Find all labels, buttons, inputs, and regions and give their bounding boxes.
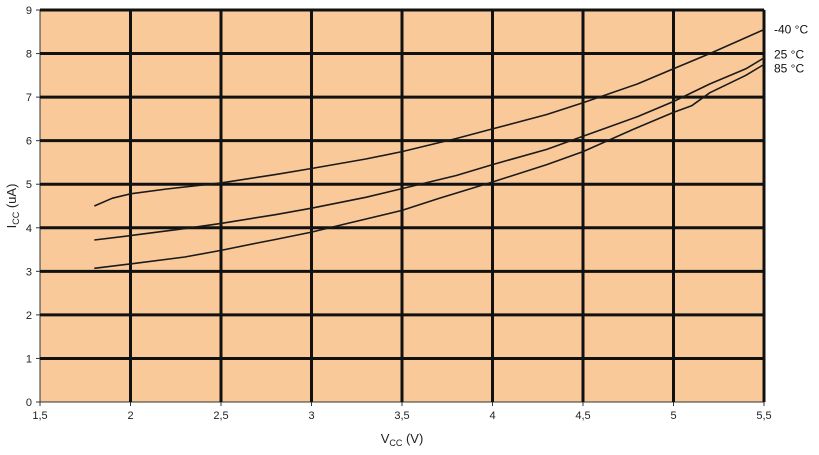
series-lines (93, 28, 765, 270)
x-tick-label: 2 (127, 410, 133, 422)
y-tick-label: 8 (26, 49, 32, 61)
x-tick-label: 4,5 (575, 410, 590, 422)
y-tick-label: 0 (26, 397, 32, 409)
series-line-1 (94, 57, 765, 241)
series-label-1: 25 °C (774, 47, 804, 61)
y-tick-label: 7 (26, 92, 32, 104)
y-tick-label: 4 (26, 223, 32, 235)
x-tick-label: 2,5 (213, 410, 228, 422)
series-labels: -40 °C 25 °C85 °C (774, 23, 808, 76)
x-axis-title: VCC (V) (381, 431, 424, 448)
x-tick-label: 3 (308, 410, 314, 422)
series-label-0: -40 °C (774, 23, 808, 37)
series-label-2: 85 °C (774, 61, 804, 75)
y-tick-label: 6 (26, 136, 32, 148)
y-tick-label: 3 (26, 266, 32, 278)
x-tick-label: 5,5 (756, 410, 771, 422)
x-tick-label: 5 (670, 410, 676, 422)
y-tick-label: 5 (26, 179, 32, 191)
x-tick-label: 4 (489, 410, 495, 422)
y-axis-ticks: 0 1 2 3 4 5 6 7 8 9 (26, 5, 40, 409)
series-line-2 (94, 63, 765, 270)
x-tick-label: 1,5 (32, 410, 47, 422)
y-tick-label: 2 (26, 310, 32, 322)
x-axis-ticks: 1,5 2 2,5 3 3,5 4 4,5 5 5,5 (32, 402, 772, 422)
y-tick-label: 9 (26, 5, 32, 17)
y-tick-label: 1 (26, 353, 32, 365)
y-axis-title: ICC (uA) (4, 184, 21, 229)
x-tick-label: 3,5 (394, 410, 409, 422)
series-line-0 (93, 28, 765, 207)
grid (40, 8, 766, 402)
